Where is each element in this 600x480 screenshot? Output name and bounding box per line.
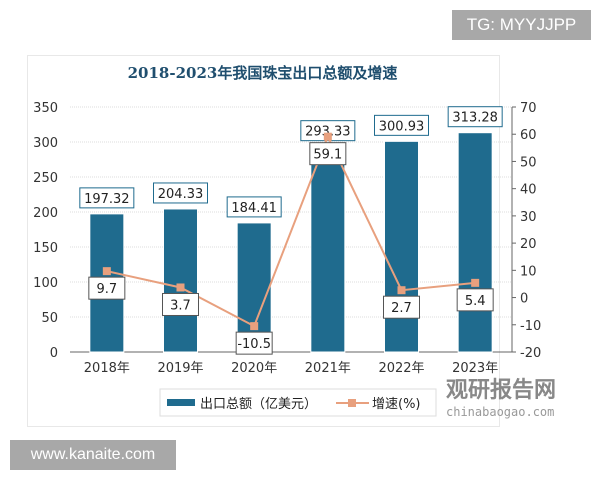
legend-bar-label: 出口总额（亿美元） xyxy=(200,397,317,412)
growth-label-box xyxy=(235,331,273,355)
left-tick-label: 0 xyxy=(50,346,58,361)
bar-label-box xyxy=(79,187,135,209)
bar-data-label: 197.32 xyxy=(84,192,130,207)
bar-data-label: 204.33 xyxy=(158,187,204,202)
growth-data-label: 9.7 xyxy=(96,282,117,297)
legend-line-marker xyxy=(348,399,356,407)
bar-data-label: 300.93 xyxy=(379,119,425,134)
growth-data-label: 5.4 xyxy=(465,294,486,309)
right-tick-label: 50 xyxy=(520,155,537,170)
chart-title: 2018-2023年我国珠宝出口总额及增速 xyxy=(127,64,398,82)
growth-point xyxy=(102,267,111,276)
bar xyxy=(236,222,272,353)
right-tick-label: 20 xyxy=(520,237,537,252)
bar xyxy=(163,208,198,353)
right-tick-label: 40 xyxy=(520,183,537,198)
x-tick-label: 2023年 xyxy=(452,361,498,376)
right-tick-label: -10 xyxy=(520,319,541,334)
left-tick-label: 50 xyxy=(41,311,58,326)
legend-bar-swatch xyxy=(167,399,195,406)
bar-label-box xyxy=(153,182,208,204)
legend-line-label: 增速(%) xyxy=(372,397,421,412)
logo-watermark: 观研报告网 xyxy=(446,378,557,403)
growth-label-box xyxy=(309,142,347,166)
right-tick-label: 30 xyxy=(520,210,537,225)
left-tick-label: 300 xyxy=(33,136,58,151)
right-tick-label: 70 xyxy=(520,101,537,116)
right-tick-label: 0 xyxy=(520,292,528,307)
right-tick-label: 60 xyxy=(520,128,537,143)
logo-watermark-url: chinabaogao.com xyxy=(446,405,555,419)
bar-data-label: 313.28 xyxy=(452,111,498,126)
left-tick-label: 350 xyxy=(33,101,58,116)
x-tick-label: 2018年 xyxy=(84,361,130,376)
bar xyxy=(310,146,346,353)
bar-label-box xyxy=(374,114,429,136)
growth-point xyxy=(471,278,480,287)
growth-point xyxy=(250,322,259,331)
left-tick-label: 100 xyxy=(33,276,58,291)
growth-line xyxy=(106,134,476,328)
legend xyxy=(159,388,437,417)
growth-data-label: 2.7 xyxy=(391,301,412,316)
bar-label-box xyxy=(226,196,282,218)
tg-watermark: TG: MYYJJPP xyxy=(452,10,591,40)
left-tick-label: 250 xyxy=(33,171,58,186)
chart-panel xyxy=(27,55,500,427)
right-tick-label: 10 xyxy=(520,264,537,279)
growth-data-label: 59.1 xyxy=(313,148,342,163)
x-tick-label: 2022年 xyxy=(378,361,424,376)
growth-label-box xyxy=(456,288,494,312)
bar xyxy=(384,140,419,353)
site-watermark: www.kanaite.com xyxy=(10,440,176,470)
bar-data-label: 184.41 xyxy=(231,201,277,216)
growth-label-box xyxy=(383,295,420,319)
growth-point xyxy=(323,132,332,141)
right-tick-label: -20 xyxy=(520,346,541,361)
x-tick-label: 2021年 xyxy=(305,361,351,376)
growth-label-box xyxy=(162,292,199,316)
left-tick-label: 150 xyxy=(33,241,58,256)
growth-point xyxy=(397,286,406,295)
growth-point xyxy=(176,283,185,292)
growth-label-box xyxy=(88,276,126,300)
bar xyxy=(457,132,493,353)
growth-data-label: -10.5 xyxy=(237,337,271,352)
bar-label-box xyxy=(447,106,503,128)
bar-data-label: 293.33 xyxy=(305,125,351,140)
left-tick-label: 200 xyxy=(33,206,58,221)
growth-data-label: 3.7 xyxy=(170,298,191,313)
x-tick-label: 2020年 xyxy=(231,361,277,376)
x-tick-label: 2019年 xyxy=(157,361,203,376)
